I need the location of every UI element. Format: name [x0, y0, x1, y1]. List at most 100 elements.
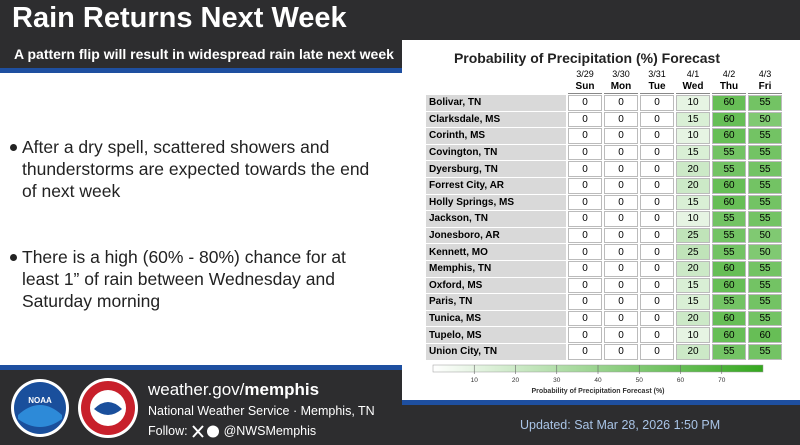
pop-cell: 0: [604, 144, 638, 161]
pop-cell: 60: [712, 95, 746, 111]
pop-cell: 0: [604, 277, 638, 294]
bullet: After a dry spell, scattered showers and…: [10, 136, 372, 202]
pop-cell: 0: [604, 244, 638, 260]
table-row: Tunica, MS 0 0 0 20 60 55: [426, 310, 782, 327]
pop-cell: 55: [748, 310, 782, 327]
logos: NOAA: [11, 378, 138, 438]
pop-cell: 60: [712, 111, 746, 128]
table-row: Corinth, MS 0 0 0 10 60 55: [426, 128, 782, 144]
legend-tick-label: 70: [718, 377, 726, 384]
pop-cell: 0: [604, 161, 638, 177]
date: 3/29: [576, 69, 594, 79]
city: Holly Springs, MS: [426, 194, 566, 211]
pop-cell: 0: [640, 111, 674, 128]
pop-cell: 15: [676, 294, 710, 310]
pop-cell: 55: [748, 194, 782, 211]
pop-cell: 0: [568, 177, 602, 194]
bullet: There is a high (60% - 80%) chance for a…: [10, 246, 372, 312]
pop-cell: 20: [676, 177, 710, 194]
pop-cell: 55: [748, 95, 782, 111]
pop-cell: 60: [712, 177, 746, 194]
city: Tunica, MS: [426, 310, 566, 327]
pop-cell: 0: [604, 111, 638, 128]
pop-cell: 55: [748, 128, 782, 144]
pop-cell: 55: [712, 244, 746, 260]
pop-cell: 55: [748, 277, 782, 294]
pop-cell: 55: [748, 294, 782, 310]
day: Fri: [748, 81, 782, 94]
corner: [426, 68, 566, 80]
date: 3/31: [648, 69, 666, 79]
pop-cell: 60: [748, 327, 782, 343]
city: Covington, TN: [426, 144, 566, 161]
date: 4/3: [758, 69, 772, 79]
city: Dyersburg, TN: [426, 161, 566, 177]
day: Sun: [568, 81, 602, 94]
city: Memphis, TN: [426, 260, 566, 277]
pop-cell: 0: [640, 294, 674, 310]
table-row: Kennett, MO 0 0 0 25 55 50: [426, 244, 782, 260]
pop-cell: 15: [676, 111, 710, 128]
pop-cell: 0: [604, 310, 638, 327]
stripe: [0, 365, 402, 370]
pop-cell: 0: [568, 128, 602, 144]
date: 3/30: [612, 69, 630, 79]
updated: Updated: Sat Mar 28, 2026 1:50 PM: [520, 418, 721, 432]
city: Union City, TN: [426, 343, 566, 360]
pop-cell: 0: [568, 111, 602, 128]
pop-cell: 60: [712, 260, 746, 277]
pop-cell: 55: [748, 211, 782, 227]
title: Rain Returns Next Week: [12, 2, 347, 34]
pop-cell: 0: [568, 260, 602, 277]
pop-cell: 60: [712, 128, 746, 144]
x-icon: [191, 424, 204, 438]
table-row: Oxford, MS 0 0 0 15 60 55: [426, 277, 782, 294]
left-panel: [0, 73, 402, 365]
legend-tick-label: 40: [594, 377, 602, 384]
noaa-wave: [18, 405, 62, 427]
pop-cell: 60: [712, 327, 746, 343]
pop-cell: 0: [568, 227, 602, 244]
follow: Follow:: [148, 424, 188, 438]
pop-cell: 0: [640, 194, 674, 211]
pop-cell: 0: [568, 144, 602, 161]
city: Kennett, MO: [426, 244, 566, 260]
date-row: 3/29 3/30 3/31 4/1 4/2 4/3: [426, 68, 782, 80]
subtitle: A pattern flip will result in widespread…: [14, 46, 394, 62]
pop-cell: 0: [568, 277, 602, 294]
pop-cell: 15: [676, 144, 710, 161]
date: 4/2: [722, 69, 736, 79]
pop-cell: 25: [676, 227, 710, 244]
stripe: [0, 68, 402, 73]
city: Corinth, MS: [426, 128, 566, 144]
pop-cell: 20: [676, 161, 710, 177]
pop-cell: 0: [568, 194, 602, 211]
table-row: Memphis, TN 0 0 0 20 60 55: [426, 260, 782, 277]
handle[interactable]: @NWSMemphis: [223, 424, 317, 438]
pop-cell: 55: [712, 161, 746, 177]
pop-cell: 0: [604, 211, 638, 227]
pop-cell: 60: [712, 277, 746, 294]
pop-cell: 50: [748, 111, 782, 128]
pop-cell: 25: [676, 244, 710, 260]
pop-cell: 55: [748, 144, 782, 161]
pop-cell: 0: [604, 128, 638, 144]
office: National Weather Service · Memphis, TN: [148, 404, 375, 418]
table-row: Paris, TN 0 0 0 15 55 55: [426, 294, 782, 310]
city: Oxford, MS: [426, 277, 566, 294]
pop-cell: 0: [604, 227, 638, 244]
pop-cell: 10: [676, 211, 710, 227]
pop-cell: 0: [604, 95, 638, 111]
legend-tick-label: 30: [553, 377, 561, 384]
date: 4/1: [686, 69, 700, 79]
pop-cell: 0: [604, 260, 638, 277]
pop-cell: 0: [568, 161, 602, 177]
pop-cell: 20: [676, 310, 710, 327]
site: weather.gov/memphis: [148, 380, 319, 400]
pop-cell: 55: [712, 343, 746, 360]
pop-table: 3/29 3/30 3/31 4/1 4/2 4/3 Sun Mon Tue Wed Thu Fri B…: [424, 67, 784, 361]
table-row: Tupelo, MS 0 0 0 10 60 60: [426, 327, 782, 343]
pop-cell: 0: [640, 277, 674, 294]
legend-tick-label: 20: [512, 377, 520, 384]
